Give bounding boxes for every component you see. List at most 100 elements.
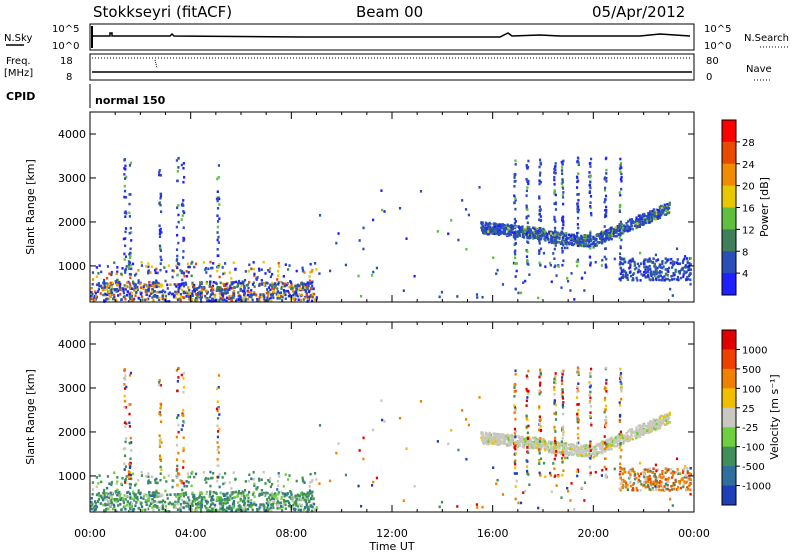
range-time-cell xyxy=(552,231,555,235)
range-time-cell xyxy=(665,260,669,263)
range-time-cell xyxy=(271,287,274,290)
range-time-cell xyxy=(313,298,316,301)
range-time-cell xyxy=(219,295,222,298)
range-time-cell xyxy=(204,504,207,508)
range-time-cell xyxy=(521,445,524,449)
range-time-cell xyxy=(224,509,228,513)
range-time-cell xyxy=(666,421,670,425)
range-time-cell xyxy=(218,407,221,411)
range-time-cell xyxy=(419,190,423,193)
range-time-cell xyxy=(211,507,214,511)
range-time-cell xyxy=(375,266,379,270)
range-time-cell xyxy=(182,376,185,380)
range-time-cell xyxy=(274,284,278,287)
range-time-cell xyxy=(213,293,217,297)
range-time-cell xyxy=(244,480,247,483)
range-time-cell xyxy=(653,211,656,214)
range-time-cell xyxy=(154,281,157,285)
freq-tick-top: 18 xyxy=(60,56,73,67)
range-time-cell xyxy=(562,243,565,247)
range-time-cell xyxy=(263,295,266,299)
range-time-cell xyxy=(329,479,332,483)
range-time-cell xyxy=(661,276,664,279)
range-time-cell xyxy=(309,497,313,501)
range-time-cell xyxy=(581,244,584,248)
range-time-cell xyxy=(577,373,580,376)
range-time-cell xyxy=(205,499,208,503)
range-time-cell xyxy=(180,288,184,292)
range-time-cell xyxy=(627,435,630,439)
range-time-cell xyxy=(187,503,191,506)
range-time-cell xyxy=(561,388,564,392)
range-time-cell xyxy=(171,275,174,279)
range-time-cell xyxy=(562,453,565,457)
range-time-cell xyxy=(202,261,205,264)
range-time-cell xyxy=(147,297,150,301)
range-time-cell xyxy=(651,425,654,429)
range-time-cell xyxy=(294,284,297,288)
range-time-cell xyxy=(539,371,542,375)
range-time-cell xyxy=(124,227,128,230)
range-time-cell xyxy=(273,495,276,499)
range-time-cell xyxy=(150,290,153,293)
range-time-cell xyxy=(150,500,153,503)
range-time-cell xyxy=(295,479,298,483)
power-cells xyxy=(90,156,692,303)
range-time-cell xyxy=(619,374,622,377)
range-time-cell xyxy=(539,171,542,175)
range-time-cell xyxy=(160,468,163,472)
range-time-cell xyxy=(514,472,517,475)
range-time-cell xyxy=(553,171,556,174)
colorbar-swatch xyxy=(722,185,736,208)
range-time-cell xyxy=(514,237,517,241)
range-time-cell xyxy=(512,436,516,439)
range-time-cell xyxy=(155,280,158,284)
range-time-cell xyxy=(216,424,219,428)
range-time-cell xyxy=(311,299,314,303)
range-time-cell xyxy=(176,389,179,393)
range-time-cell xyxy=(553,445,557,449)
range-time-cell xyxy=(147,265,150,269)
range-time-cell xyxy=(103,498,107,501)
range-time-cell xyxy=(211,502,215,506)
range-time-cell xyxy=(127,470,131,473)
range-time-cell xyxy=(157,282,160,285)
range-time-cell xyxy=(659,417,662,420)
range-time-cell xyxy=(103,509,106,512)
range-time-cell xyxy=(650,272,653,276)
range-time-cell xyxy=(682,259,685,263)
range-time-cell xyxy=(185,505,188,508)
range-time-cell xyxy=(619,170,622,174)
range-time-cell xyxy=(620,187,623,191)
range-time-cell xyxy=(617,233,620,236)
range-time-cell xyxy=(672,274,675,277)
range-time-cell xyxy=(184,281,187,285)
range-time-cell xyxy=(91,292,94,296)
range-time-cell xyxy=(151,506,154,509)
range-time-cell xyxy=(133,494,136,498)
range-time-cell xyxy=(179,508,182,511)
range-time-cell xyxy=(184,501,187,505)
range-time-cell xyxy=(586,237,589,240)
range-time-cell xyxy=(167,292,170,296)
range-time-cell xyxy=(512,471,516,475)
range-time-cell xyxy=(272,283,275,286)
range-time-cell xyxy=(577,448,580,451)
range-time-cell xyxy=(605,168,608,172)
range-time-cell xyxy=(217,374,221,377)
range-time-cell xyxy=(499,225,502,229)
range-time-cell xyxy=(658,278,661,282)
range-time-cell xyxy=(498,441,501,444)
range-time-cell xyxy=(263,297,266,301)
range-time-cell xyxy=(621,436,624,440)
range-time-cell xyxy=(629,429,632,433)
range-time-cell xyxy=(123,158,126,161)
range-time-cell xyxy=(216,269,219,273)
range-time-cell xyxy=(538,428,541,432)
range-time-cell xyxy=(618,277,621,281)
range-time-cell xyxy=(182,272,185,275)
range-time-cell xyxy=(258,506,261,509)
range-time-cell xyxy=(106,475,110,478)
range-time-cell xyxy=(560,376,564,379)
range-time-cell xyxy=(188,498,191,502)
